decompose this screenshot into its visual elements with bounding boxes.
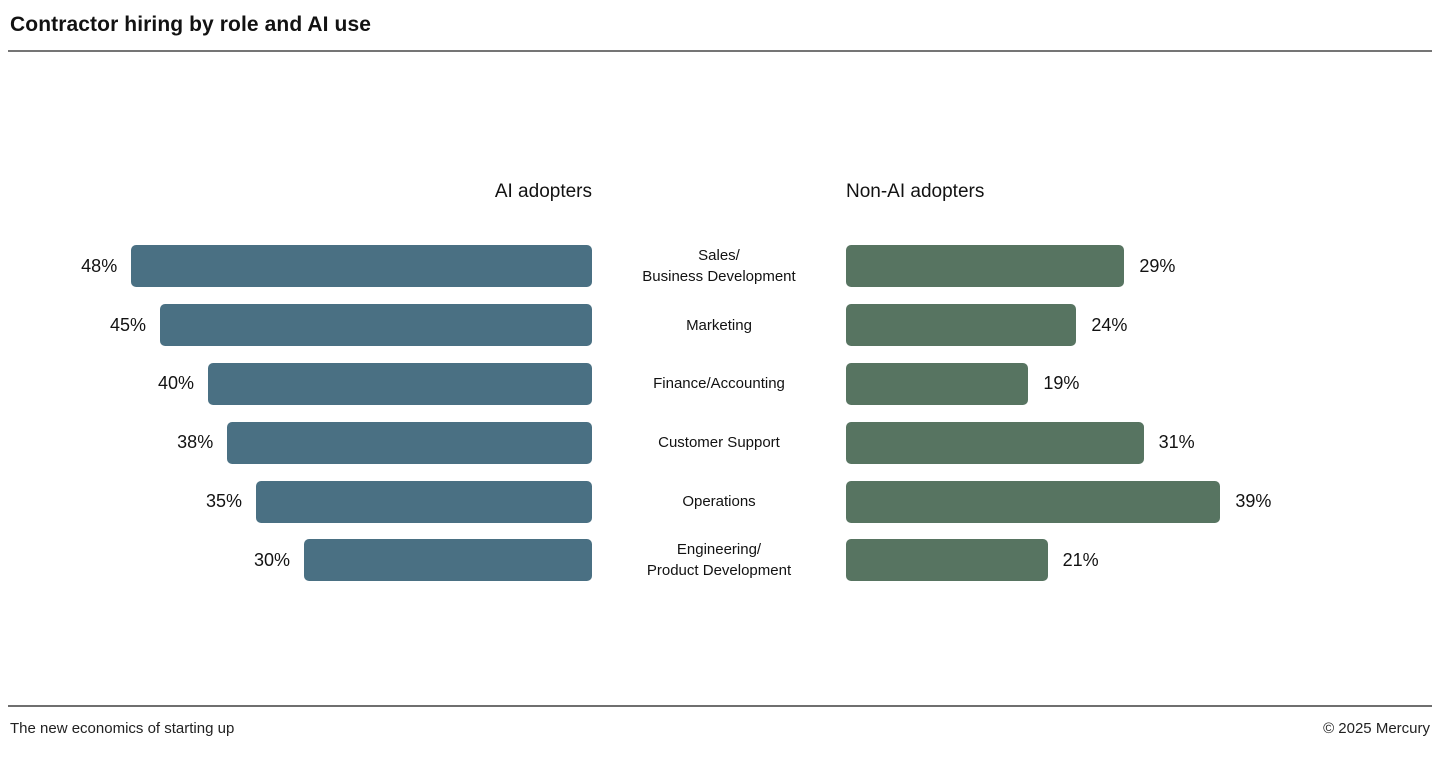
- chart-row: 30% Engineering/ Product Development 21%: [0, 531, 1440, 590]
- title-bar: Contractor hiring by role and AI use: [0, 0, 1440, 37]
- non-ai-adopters-value-label: 24%: [1091, 314, 1128, 335]
- non-ai-adopters-bar: [846, 539, 1048, 582]
- right-bar-cell: 24%: [846, 304, 1440, 347]
- right-header-cell: Non-AI adopters: [846, 181, 1440, 203]
- non-ai-adopters-value-label: 29%: [1139, 255, 1176, 276]
- ai-adopters-bar: [256, 480, 592, 523]
- series-header-non-ai-adopters: Non-AI adopters: [846, 181, 985, 202]
- title-divider: [8, 50, 1432, 52]
- category-label: Operations: [682, 493, 756, 511]
- series-headers-row: AI adopters Non-AI adopters: [0, 179, 1440, 205]
- chart-row: 40% Finance/Accounting 19%: [0, 355, 1440, 414]
- diverging-bar-chart: AI adopters Non-AI adopters 48% Sales/ B…: [0, 179, 1440, 590]
- ai-adopters-bar: [208, 362, 592, 405]
- non-ai-adopters-bar: [846, 362, 1029, 405]
- ai-adopters-value-label: 38%: [177, 432, 214, 453]
- category-cell: Finance/Accounting: [592, 373, 846, 394]
- ai-adopters-value-label: 48%: [81, 255, 118, 276]
- series-header-ai-adopters: AI adopters: [494, 181, 592, 202]
- chart-row: 35% Operations 39%: [0, 472, 1440, 531]
- non-ai-adopters-bar: [846, 480, 1221, 523]
- ai-adopters-value-label: 40%: [157, 373, 194, 394]
- category-cell: Operations: [592, 491, 846, 512]
- left-bar-cell: 35%: [0, 480, 592, 523]
- ai-adopters-bar: [160, 304, 592, 347]
- left-bar-cell: 45%: [0, 304, 592, 347]
- chart-row: 45% Marketing 24%: [0, 296, 1440, 355]
- category-label: Sales/ Business Development: [642, 247, 796, 286]
- footer: The new economics of starting up © 2025 …: [8, 705, 1432, 737]
- non-ai-adopters-bar: [846, 421, 1144, 464]
- ai-adopters-value-label: 30%: [253, 549, 290, 570]
- category-cell: Marketing: [592, 315, 846, 336]
- right-bar-cell: 19%: [846, 362, 1440, 405]
- non-ai-adopters-bar: [846, 245, 1125, 288]
- left-header-cell: AI adopters: [0, 181, 592, 203]
- category-cell: Customer Support: [592, 432, 846, 453]
- footer-copyright: © 2025 Mercury: [1323, 720, 1430, 737]
- category-label: Marketing: [686, 316, 752, 334]
- ai-adopters-bar: [304, 539, 592, 582]
- right-bar-cell: 29%: [846, 245, 1440, 288]
- non-ai-adopters-value-label: 21%: [1062, 549, 1099, 570]
- chart-row: 38% Customer Support 31%: [0, 413, 1440, 472]
- non-ai-adopters-bar: [846, 304, 1077, 347]
- category-label: Engineering/ Product Development: [646, 541, 792, 580]
- left-bar-cell: 30%: [0, 539, 592, 582]
- ai-adopters-bar: [227, 421, 592, 464]
- right-bar-cell: 21%: [846, 539, 1440, 582]
- footer-report-title: The new economics of starting up: [10, 720, 235, 737]
- ai-adopters-value-label: 35%: [205, 491, 242, 512]
- left-bar-cell: 40%: [0, 362, 592, 405]
- category-label: Customer Support: [658, 434, 780, 452]
- page-title: Contractor hiring by role and AI use: [10, 13, 372, 36]
- left-bar-cell: 48%: [0, 245, 592, 288]
- non-ai-adopters-value-label: 19%: [1043, 373, 1080, 394]
- right-bar-cell: 39%: [846, 480, 1440, 523]
- non-ai-adopters-value-label: 31%: [1158, 432, 1195, 453]
- left-bar-cell: 38%: [0, 421, 592, 464]
- category-cell: Sales/ Business Development: [592, 245, 846, 287]
- non-ai-adopters-value-label: 39%: [1235, 491, 1272, 512]
- category-cell: Engineering/ Product Development: [592, 539, 846, 581]
- chart-row: 48% Sales/ Business Development 29%: [0, 237, 1440, 296]
- right-bar-cell: 31%: [846, 421, 1440, 464]
- category-label: Finance/Accounting: [653, 375, 785, 393]
- chart-rows: 48% Sales/ Business Development 29% 45% …: [0, 237, 1440, 590]
- ai-adopters-value-label: 45%: [109, 314, 146, 335]
- ai-adopters-bar: [131, 245, 592, 288]
